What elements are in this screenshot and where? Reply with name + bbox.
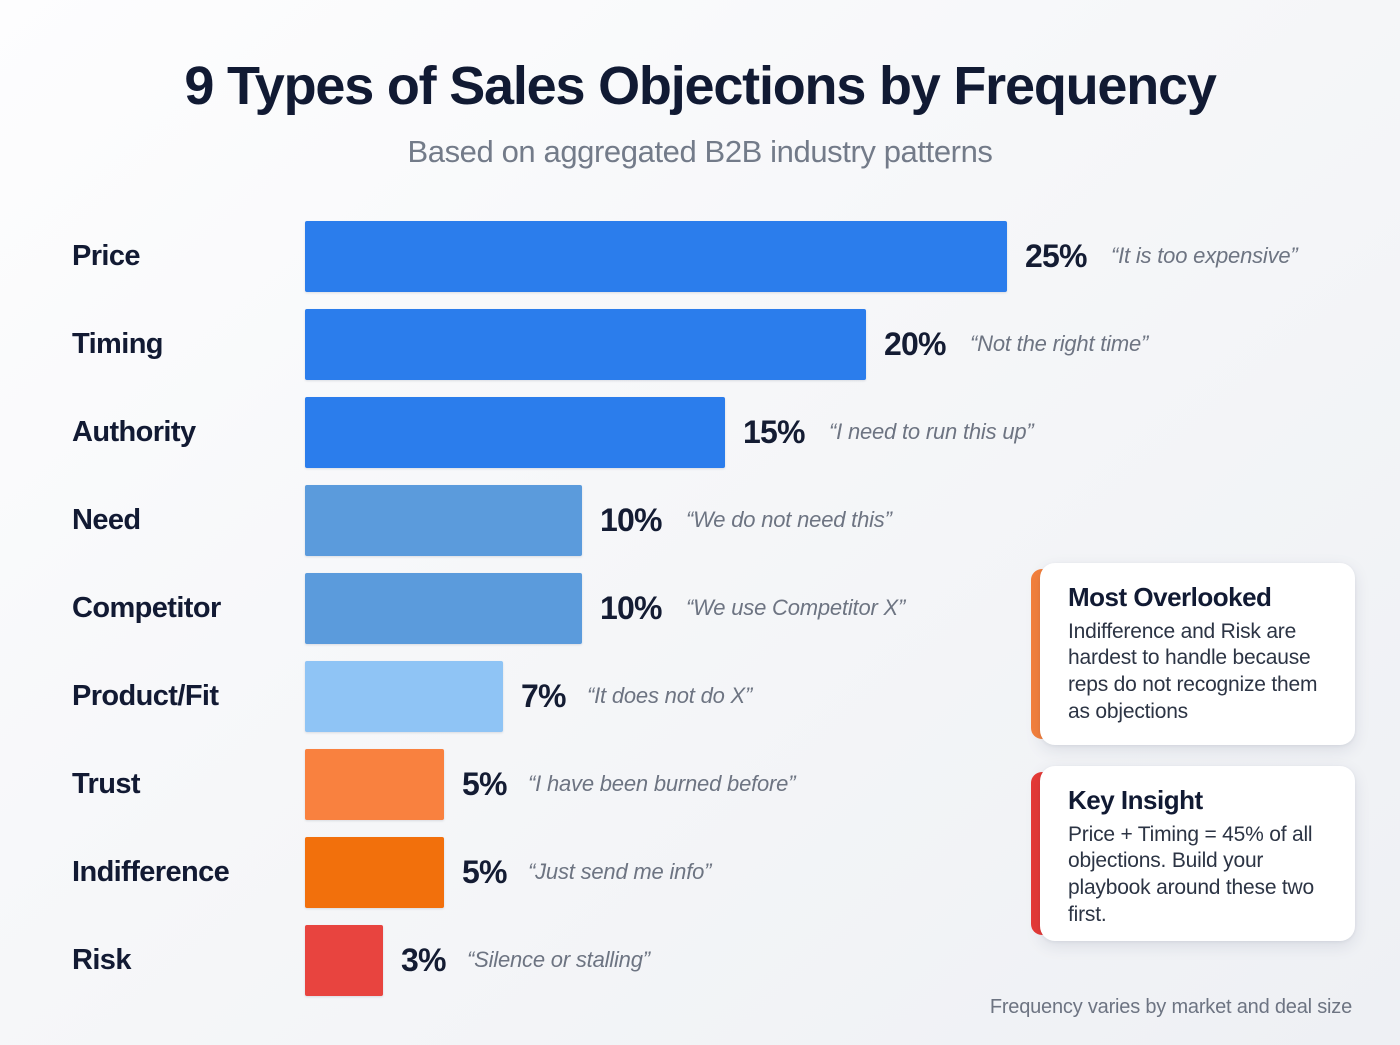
bar-category-label: Authority <box>72 415 196 448</box>
bar-track <box>305 828 444 916</box>
bar-category-label: Trust <box>72 767 141 800</box>
page-subtitle: Based on aggregated B2B industry pattern… <box>407 134 993 169</box>
callout-heading: Key Insight <box>1068 785 1203 815</box>
bar-fill <box>305 748 444 820</box>
bar-track <box>305 740 444 828</box>
bar-category-label: Price <box>72 239 141 272</box>
bar-track <box>305 300 866 388</box>
bar-category-label: Timing <box>72 327 164 360</box>
bar-quote-label: “Not the right time” <box>970 331 1149 356</box>
bar-quote-label: “Just send me info” <box>528 859 712 884</box>
bar-quote-label: “It does not do X” <box>587 683 753 708</box>
bar-value-label: 5% <box>462 853 507 890</box>
bar-category-label: Competitor <box>72 591 221 624</box>
bar-track <box>305 212 1007 300</box>
callout-card-key-insight: Key Insight Price + Timing = 45% of all … <box>1031 766 1355 941</box>
bar-quote-label: “It is too expensive” <box>1111 243 1298 268</box>
bar-fill <box>305 660 503 732</box>
bar-fill <box>305 484 582 556</box>
callout-card-most-overlooked: Most Overlooked Indifference and Risk ar… <box>1031 563 1355 745</box>
bar-row: Indifference 5% “Just send me info” <box>0 828 1400 916</box>
bar-track <box>305 564 582 652</box>
bar-row: Competitor 10% “We use Competitor X” <box>0 564 1400 652</box>
bar-track <box>305 652 503 740</box>
bar-value-label: 10% <box>600 589 662 626</box>
bar-row: Need 10% “We do not need this” <box>0 476 1400 564</box>
bar-value-label: 3% <box>401 941 446 978</box>
bar-fill <box>305 924 383 996</box>
callout-text: Price + Timing = 45% of all objections. … <box>1068 822 1315 927</box>
bar-quote-label: “Silence or stalling” <box>467 947 650 972</box>
callout-body: Key Insight Price + Timing = 45% of all … <box>1040 766 1355 941</box>
footer-note: Frequency varies by market and deal size <box>989 996 1352 1018</box>
bar-quote-label: “I need to run this up” <box>829 419 1034 444</box>
bar-fill <box>305 220 1007 292</box>
bar-row: Price 25% “It is too expensive” <box>0 212 1400 300</box>
bar-category-label: Need <box>72 503 141 536</box>
bar-value-label: 15% <box>743 413 805 450</box>
bar-track <box>305 388 725 476</box>
bar-track <box>305 476 582 564</box>
bar-fill <box>305 396 725 468</box>
callout-heading: Most Overlooked <box>1068 582 1272 612</box>
bar-quote-label: “We use Competitor X” <box>686 595 906 620</box>
bar-value-label: 25% <box>1025 237 1087 274</box>
bar-fill <box>305 572 582 644</box>
callout-text: Indifference and Risk are hardest to han… <box>1068 619 1318 724</box>
bar-category-label: Product/Fit <box>72 679 219 712</box>
bar-value-label: 7% <box>521 677 566 714</box>
bar-value-label: 20% <box>884 325 946 362</box>
bar-category-label: Risk <box>72 943 131 976</box>
bar-row: Product/Fit 7% “It does not do X” <box>0 652 1400 740</box>
bar-row: Authority 15% “I need to run this up” <box>0 388 1400 476</box>
bar-value-label: 5% <box>462 765 507 802</box>
bar-value-label: 10% <box>600 501 662 538</box>
bar-category-label: Indifference <box>72 855 230 888</box>
bar-fill <box>305 308 866 380</box>
bar-quote-label: “We do not need this” <box>686 507 892 532</box>
bar-chart: Price 25% “It is too expensive” Timing 20% “N… <box>0 212 1400 1004</box>
bar-row: Trust 5% “I have been burned before” <box>0 740 1400 828</box>
callout-body: Most Overlooked Indifference and Risk ar… <box>1040 563 1355 745</box>
bar-track <box>305 916 383 1004</box>
bar-row: Timing 20% “Not the right time” <box>0 300 1400 388</box>
bar-fill <box>305 836 444 908</box>
bar-row: Risk 3% “Silence or stalling” <box>0 916 1400 1004</box>
page-title: 9 Types of Sales Objections by Frequency <box>184 56 1217 116</box>
bar-quote-label: “I have been burned before” <box>528 771 796 796</box>
